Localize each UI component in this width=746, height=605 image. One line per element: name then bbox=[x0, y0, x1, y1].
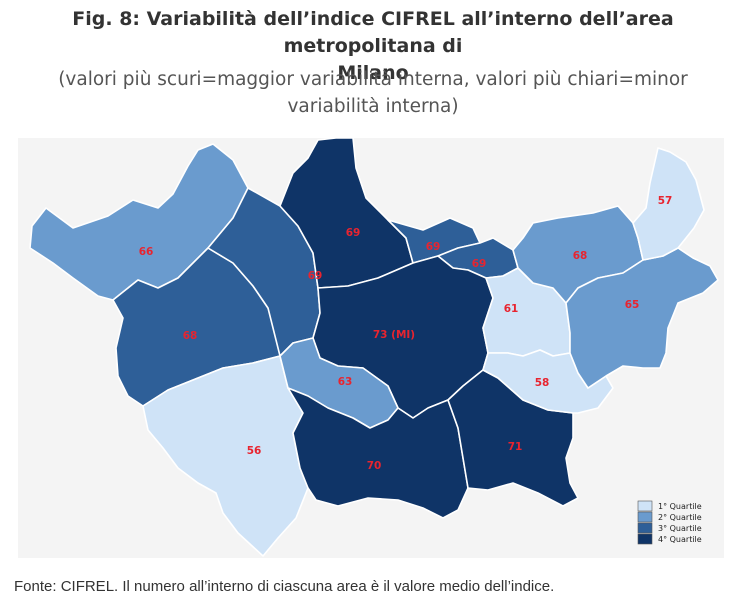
value-label: 69 bbox=[426, 241, 441, 253]
title-line-2: Milano bbox=[337, 62, 409, 84]
value-label: 69 bbox=[472, 258, 487, 270]
value-label: 58 bbox=[535, 377, 550, 389]
region-56-south bbox=[142, 355, 309, 557]
value-label: 68 bbox=[573, 250, 588, 262]
legend-label: 4° Quartile bbox=[658, 535, 702, 544]
region-58-east bbox=[482, 349, 614, 414]
legend-swatch-q2 bbox=[637, 511, 653, 523]
legend-swatch-q3 bbox=[637, 522, 653, 534]
value-label: 73 (MI) bbox=[373, 329, 415, 341]
value-label: 66 bbox=[139, 246, 154, 258]
legend-swatch-q1 bbox=[637, 500, 653, 512]
figure-title: Fig. 8: Variabilità dell’indice CIFREL a… bbox=[0, 6, 746, 87]
value-label: 71 bbox=[508, 441, 523, 453]
title-line-1: Fig. 8: Variabilità dell’indice CIFREL a… bbox=[72, 8, 674, 57]
region-65-fareast bbox=[565, 247, 719, 389]
choropleth-map: 66 68 56 69 69 69 69 73 (MI) 63 70 71 61… bbox=[29, 138, 719, 557]
legend-label: 3° Quartile bbox=[658, 524, 702, 533]
region-57-farnortheast bbox=[632, 147, 705, 261]
value-label: 56 bbox=[247, 445, 262, 457]
legend-label: 2° Quartile bbox=[658, 513, 702, 522]
legend-swatch-q4 bbox=[637, 533, 653, 545]
value-label: 69 bbox=[308, 270, 323, 282]
legend: 1° Quartile 2° Quartile 3° Quartile 4° Q… bbox=[637, 500, 702, 545]
figure-subtitle: (valori più scuri=maggior variabilità in… bbox=[0, 66, 746, 120]
value-label: 70 bbox=[367, 460, 382, 472]
value-label: 63 bbox=[338, 376, 353, 388]
value-label: 65 bbox=[625, 299, 640, 311]
value-label: 69 bbox=[346, 227, 361, 239]
subtitle-line-2: variabilità interna) bbox=[287, 96, 459, 117]
legend-label: 1° Quartile bbox=[658, 502, 702, 511]
value-label: 57 bbox=[658, 195, 673, 207]
value-label: 68 bbox=[183, 330, 198, 342]
source-footnote: Fonte: CIFREL. Il numero all’interno di … bbox=[14, 578, 555, 595]
value-label: 61 bbox=[504, 303, 519, 315]
subtitle-line-1: (valori più scuri=maggior variabilità in… bbox=[58, 69, 688, 90]
